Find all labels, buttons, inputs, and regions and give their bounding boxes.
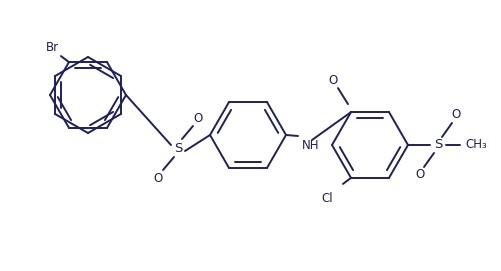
Text: O: O (328, 74, 338, 87)
Text: O: O (193, 111, 202, 124)
Text: NH: NH (302, 139, 320, 152)
Text: O: O (415, 169, 425, 182)
Text: Cl: Cl (321, 192, 333, 205)
Text: S: S (174, 141, 182, 154)
Text: CH₃: CH₃ (465, 138, 487, 151)
Text: S: S (434, 138, 442, 151)
Text: Br: Br (46, 41, 59, 54)
Text: O: O (451, 108, 460, 121)
Text: O: O (153, 172, 163, 185)
